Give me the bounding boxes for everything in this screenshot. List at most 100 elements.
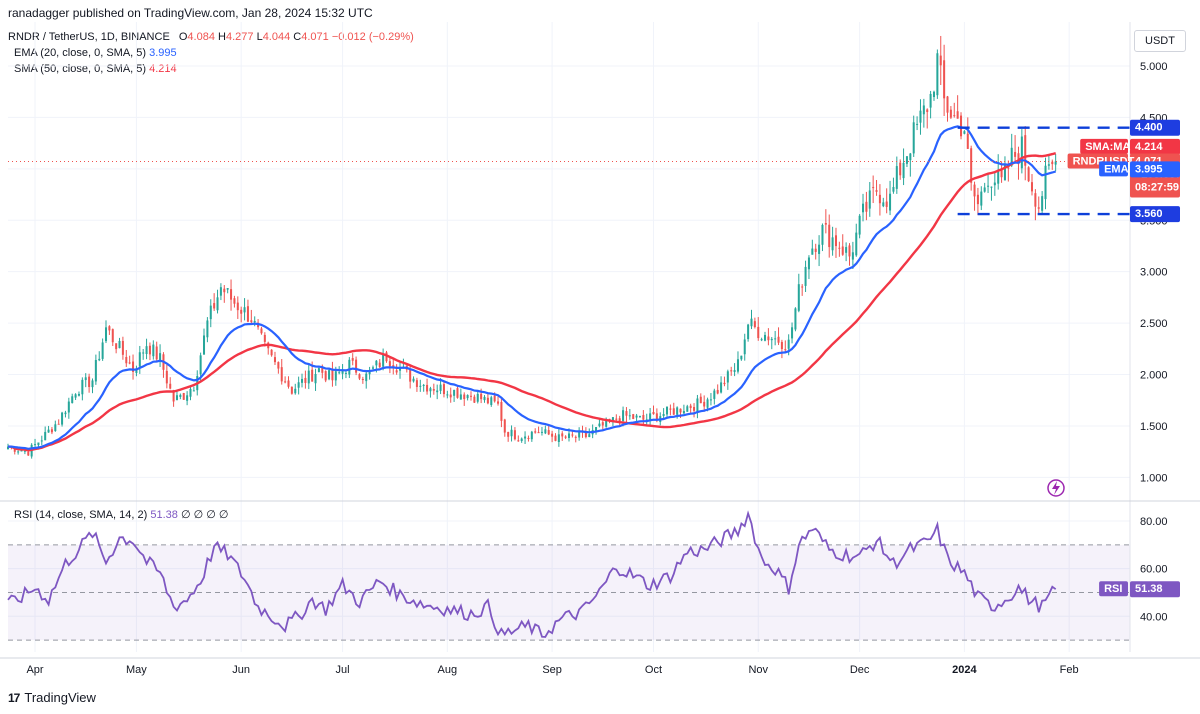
ema-badge-box <box>1130 161 1180 178</box>
candle-body <box>750 318 753 327</box>
candle-body <box>733 370 736 372</box>
candle-body <box>395 370 398 373</box>
candle-body <box>385 352 388 362</box>
candle-body <box>561 433 564 437</box>
candle-body <box>1054 161 1057 165</box>
candle-body <box>442 384 445 395</box>
candle-body <box>44 431 47 441</box>
candle-body <box>520 438 523 442</box>
candle-body <box>544 429 547 434</box>
candle-body <box>672 408 675 415</box>
candle-body <box>943 60 946 99</box>
rsi-tick-label: 60.00 <box>1140 564 1168 576</box>
candle-body <box>993 182 996 186</box>
candle-body <box>760 339 763 341</box>
candle-body <box>429 388 432 392</box>
candle-body <box>98 358 101 361</box>
candle-body <box>94 360 97 382</box>
candle-body <box>841 246 844 255</box>
candle-body <box>473 396 476 403</box>
candle-body <box>676 407 679 415</box>
candle-body <box>209 305 212 320</box>
candle-body <box>365 373 368 382</box>
currency-button[interactable]: USDT <box>1134 30 1186 52</box>
candle-body <box>497 401 500 404</box>
candle-body <box>20 450 23 452</box>
candle-body <box>655 413 658 421</box>
candle-body <box>355 359 358 373</box>
candle-body <box>595 427 598 432</box>
ohlc-high-label: H <box>218 31 226 43</box>
candle-body <box>317 368 320 373</box>
candle-body <box>625 411 628 416</box>
candle-body <box>601 422 604 426</box>
candle-body <box>757 326 760 339</box>
candle-body <box>118 340 121 349</box>
candle-body <box>801 286 804 288</box>
candle-body <box>277 362 280 369</box>
candle-body <box>314 374 317 384</box>
time-tick-label: Oct <box>645 664 662 676</box>
time-tick-label: Jun <box>232 664 250 676</box>
ema-legend[interactable]: EMA (20, close, 0, SMA, 5) 3.995 <box>14 47 177 59</box>
time-tick-label: Nov <box>748 664 768 676</box>
candle-body <box>348 359 351 375</box>
candle-body <box>571 434 574 436</box>
candle-body <box>71 396 74 404</box>
candle-body <box>912 122 915 154</box>
candle-body <box>838 247 841 249</box>
candle-body <box>223 288 226 293</box>
price-tick-label: 1.500 <box>1140 421 1168 433</box>
candle-body <box>469 395 473 397</box>
candle-body <box>770 338 773 341</box>
candle-body <box>882 202 885 207</box>
tradingview-brand[interactable]: 17 TradingView <box>8 690 96 705</box>
candle-body <box>645 419 648 421</box>
candle-body <box>929 93 932 108</box>
rsi-band-lines <box>8 544 1130 641</box>
candle-body <box>821 224 824 245</box>
candle-body <box>189 388 192 397</box>
candle-body <box>236 302 239 311</box>
candle-body <box>37 442 40 446</box>
rsi-legend[interactable]: RSI (14, close, SMA, 14, 2) 51.38 ∅ ∅ ∅ … <box>14 508 228 521</box>
candle-body <box>537 432 540 434</box>
candle-body <box>290 386 293 394</box>
candle-body <box>824 223 827 225</box>
candle-body <box>1017 153 1020 165</box>
candle-body <box>578 432 581 438</box>
candle-body <box>493 395 496 402</box>
sma-badge-box <box>1130 138 1180 155</box>
candle-body <box>598 423 601 427</box>
candle-body <box>936 53 939 96</box>
candle-body <box>186 395 189 401</box>
candle-body <box>828 224 831 248</box>
candle-body <box>973 184 976 197</box>
candle-body <box>280 367 283 382</box>
candle-body <box>91 380 94 388</box>
candle-body <box>909 153 912 161</box>
candle-body <box>966 133 969 149</box>
candle-body <box>1027 167 1030 182</box>
symbol-title[interactable]: RNDR / TetherUS, 1D, BINANCE <box>8 31 170 43</box>
ohlc-low: 4.044 <box>262 31 291 43</box>
candle-body <box>263 334 266 342</box>
candle-body <box>736 359 739 372</box>
candle-body <box>371 367 375 369</box>
candle-body <box>182 393 185 400</box>
candle-body <box>730 370 733 372</box>
lower-level-badge-box <box>1130 206 1180 223</box>
candle-body <box>226 288 229 290</box>
sma-badge-tag-text: SMA:MA <box>1085 141 1130 153</box>
candle-body <box>426 384 429 392</box>
candle-body <box>294 388 297 394</box>
candle-body <box>40 440 43 442</box>
candle-body <box>524 436 527 439</box>
candle-body <box>331 368 334 381</box>
candle-body <box>956 111 959 119</box>
candle-body <box>862 203 865 213</box>
candle-body <box>696 398 699 413</box>
candle-body <box>483 396 486 401</box>
candle-body <box>233 298 236 304</box>
